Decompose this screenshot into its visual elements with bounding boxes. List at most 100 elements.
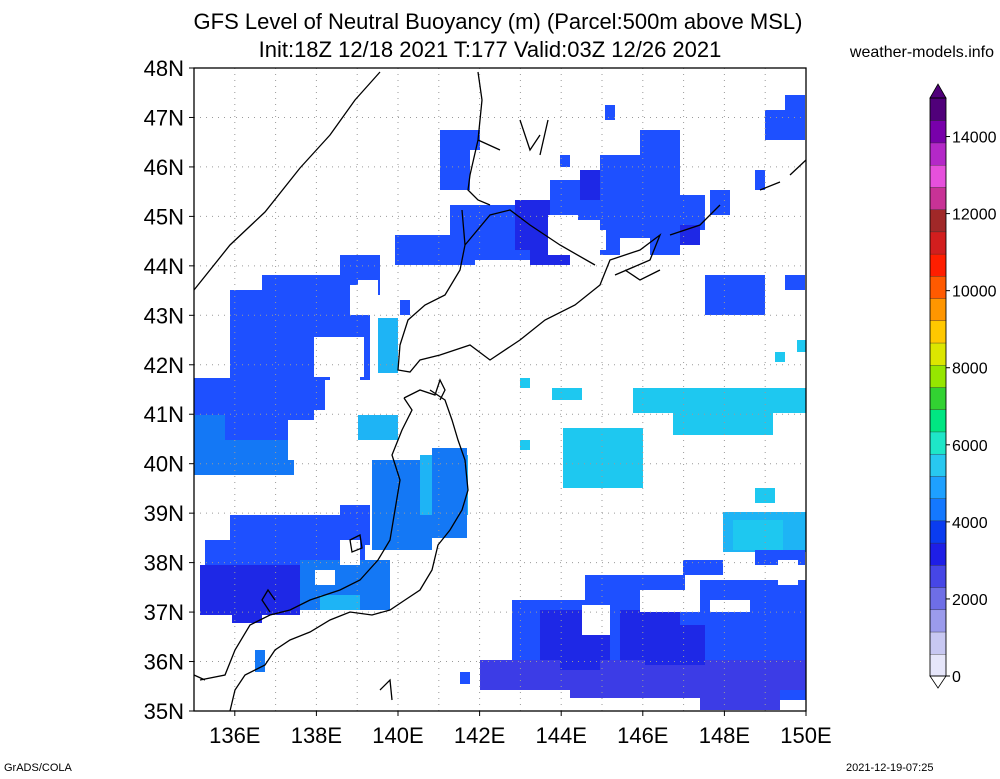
field-cell	[320, 595, 360, 610]
field-gap	[556, 230, 606, 250]
lat-tick-label: 38N	[144, 551, 184, 576]
colorbar-tick-label: 8000	[952, 361, 988, 378]
colorbar-segment	[929, 320, 947, 344]
lon-tick-label: 142E	[454, 723, 505, 748]
lat-tick-label: 45N	[144, 204, 184, 229]
field-cell	[520, 440, 530, 450]
field-gap	[640, 590, 700, 612]
colorbar-segment	[929, 586, 947, 611]
colorbar-segment	[929, 520, 947, 544]
colorbar-segment	[929, 609, 947, 633]
field-cell	[255, 650, 265, 672]
coast-segment	[403, 378, 446, 401]
colorbar-min-arrow	[929, 675, 947, 689]
field-cell	[460, 672, 470, 684]
field-cell	[520, 378, 530, 388]
field-cell	[605, 105, 615, 120]
colorbar-segment	[929, 275, 947, 299]
colorbar-segment	[929, 386, 947, 410]
colorbar-segment	[929, 453, 947, 477]
latitude-labels: 48N 47N 46N 45N 44N 43N 42N 41N 40N 39N 38N 37N 36N 3…	[144, 56, 194, 724]
coast-segment	[199, 397, 413, 681]
field-gap	[470, 150, 530, 200]
field-cell	[560, 640, 600, 670]
field-cell	[232, 605, 262, 623]
lon-tick-label: 148E	[699, 723, 750, 748]
colorbar-segment	[929, 231, 947, 255]
coast-segment	[261, 588, 276, 613]
lat-tick-label: 46N	[144, 155, 184, 180]
colorbar-segment	[929, 542, 947, 566]
field-gap	[582, 605, 610, 635]
field-cell	[710, 190, 730, 215]
brand-label: weather-models.info	[849, 44, 994, 61]
colorbar-segment	[929, 564, 947, 588]
footer-timestamp: 2021-12-19-07:25	[846, 762, 934, 774]
colorbar-segment	[929, 431, 947, 455]
coast-segment	[467, 71, 549, 206]
field-gap	[340, 540, 360, 565]
colorbar-segment	[929, 208, 947, 233]
lon-tick-label: 146E	[617, 723, 668, 748]
colorbar-segment	[929, 164, 947, 188]
colorbar-segment	[929, 475, 947, 499]
field-cell	[560, 155, 570, 167]
field-gap	[710, 600, 750, 612]
map-grid	[194, 68, 806, 711]
colorbar-segment	[929, 186, 947, 210]
colorbar-segment	[929, 97, 947, 121]
colorbar-frame	[929, 97, 947, 677]
coast-segment	[624, 159, 807, 281]
field-gap	[330, 375, 360, 415]
colorbar-segment	[929, 364, 947, 388]
lat-tick-label: 41N	[144, 402, 184, 427]
field-cell	[645, 625, 705, 665]
lat-tick-label: 37N	[144, 600, 184, 625]
colorbar-max-arrow	[929, 83, 947, 99]
colorbar	[929, 83, 947, 689]
field-cell	[400, 300, 410, 315]
coastline	[193, 71, 807, 712]
field-cell	[655, 195, 705, 230]
field-cell	[755, 170, 765, 190]
colorbar-tick-label: 4000	[952, 515, 988, 532]
lon-tick-label: 150E	[780, 723, 831, 748]
colorbar-segment	[929, 653, 947, 677]
colorbar-tick-label: 12000	[952, 207, 997, 224]
buoyancy-field	[194, 95, 806, 710]
colorbar-segment	[929, 497, 947, 522]
lat-tick-label: 44N	[144, 254, 184, 279]
field-cell	[755, 488, 775, 503]
field-cell	[785, 95, 805, 115]
colorbar-segment	[929, 142, 947, 166]
coast-segment	[397, 209, 662, 373]
field-cell	[640, 130, 680, 180]
field-cell	[673, 405, 773, 435]
field-cell	[378, 318, 398, 373]
lat-tick-label: 40N	[144, 452, 184, 477]
field-cell	[785, 275, 805, 290]
field-cell	[775, 352, 785, 362]
field-cell	[733, 520, 783, 550]
colorbar-segment	[929, 120, 947, 144]
field-cell	[340, 505, 370, 545]
coast-segment	[193, 674, 393, 701]
colorbar-labels: 14000 12000 10000 8000 6000 4000 2000 0	[946, 130, 997, 686]
field-gap	[288, 420, 358, 460]
colorbar-tick-label: 10000	[952, 284, 997, 301]
lat-tick-label: 47N	[144, 105, 184, 130]
lon-tick-label: 138E	[291, 723, 342, 748]
lat-tick-label: 48N	[144, 56, 184, 81]
field-gap	[350, 285, 370, 315]
field-cell	[552, 388, 582, 400]
coast-segment	[349, 534, 363, 553]
colorbar-segment	[929, 342, 947, 366]
lon-tick-label: 144E	[536, 723, 587, 748]
lon-tick-label: 136E	[209, 723, 260, 748]
colorbar-tick-label: 14000	[952, 130, 997, 147]
field-gap	[210, 520, 230, 540]
lat-tick-label: 42N	[144, 353, 184, 378]
colorbar-segment	[929, 297, 947, 322]
field-cell	[683, 560, 723, 575]
